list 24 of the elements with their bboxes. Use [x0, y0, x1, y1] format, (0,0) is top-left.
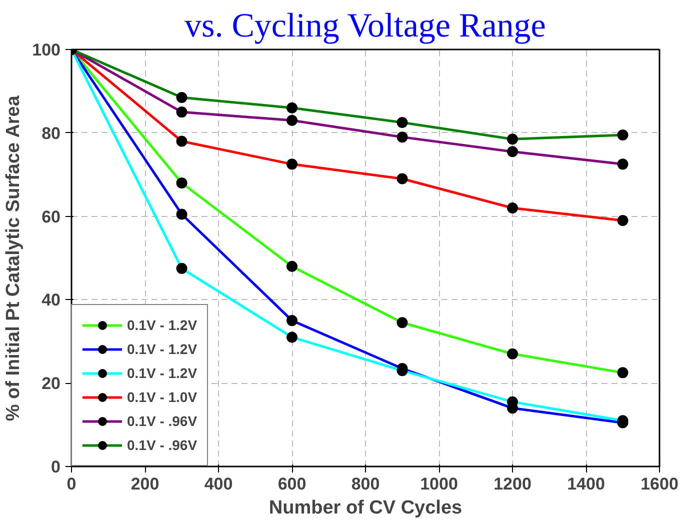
legend-label: 0.1V - 1.2V — [127, 341, 198, 357]
x-axis-title: Number of CV Cycles — [268, 498, 462, 518]
legend-label: 0.1V - .96V — [127, 437, 198, 453]
x-tick-label: 0 — [66, 474, 76, 494]
x-tick-label: 1200 — [494, 474, 532, 494]
y-tick-label: 60 — [42, 207, 61, 226]
x-tick-label: 200 — [130, 474, 160, 494]
x-tick-label: 1600 — [640, 474, 678, 494]
legend-label: 0.1V - 1.2V — [127, 365, 198, 381]
y-tick-label: 40 — [42, 290, 61, 310]
chart-title: vs. Cycling Voltage Range — [184, 8, 546, 44]
legend-label: 0.1V - 1.0V — [127, 389, 198, 405]
x-tick-label: 800 — [351, 474, 380, 494]
y-tick-label: 0 — [51, 458, 61, 476]
y-tick-label: 100 — [32, 40, 61, 60]
x-tick-label: 600 — [278, 474, 306, 494]
legend-label: 0.1V - .96V — [127, 413, 198, 429]
x-tick-label: 400 — [204, 474, 233, 494]
legend-label: 0.1V - 1.2V — [127, 317, 198, 333]
x-tick-label: 1400 — [567, 474, 605, 494]
y-tick-label: 20 — [42, 374, 61, 394]
y-tick-label: 80 — [42, 124, 61, 143]
y-axis-title: % of Initial Pt Catalytic Surface Area — [3, 95, 24, 422]
x-tick-label: 1000 — [420, 474, 458, 494]
